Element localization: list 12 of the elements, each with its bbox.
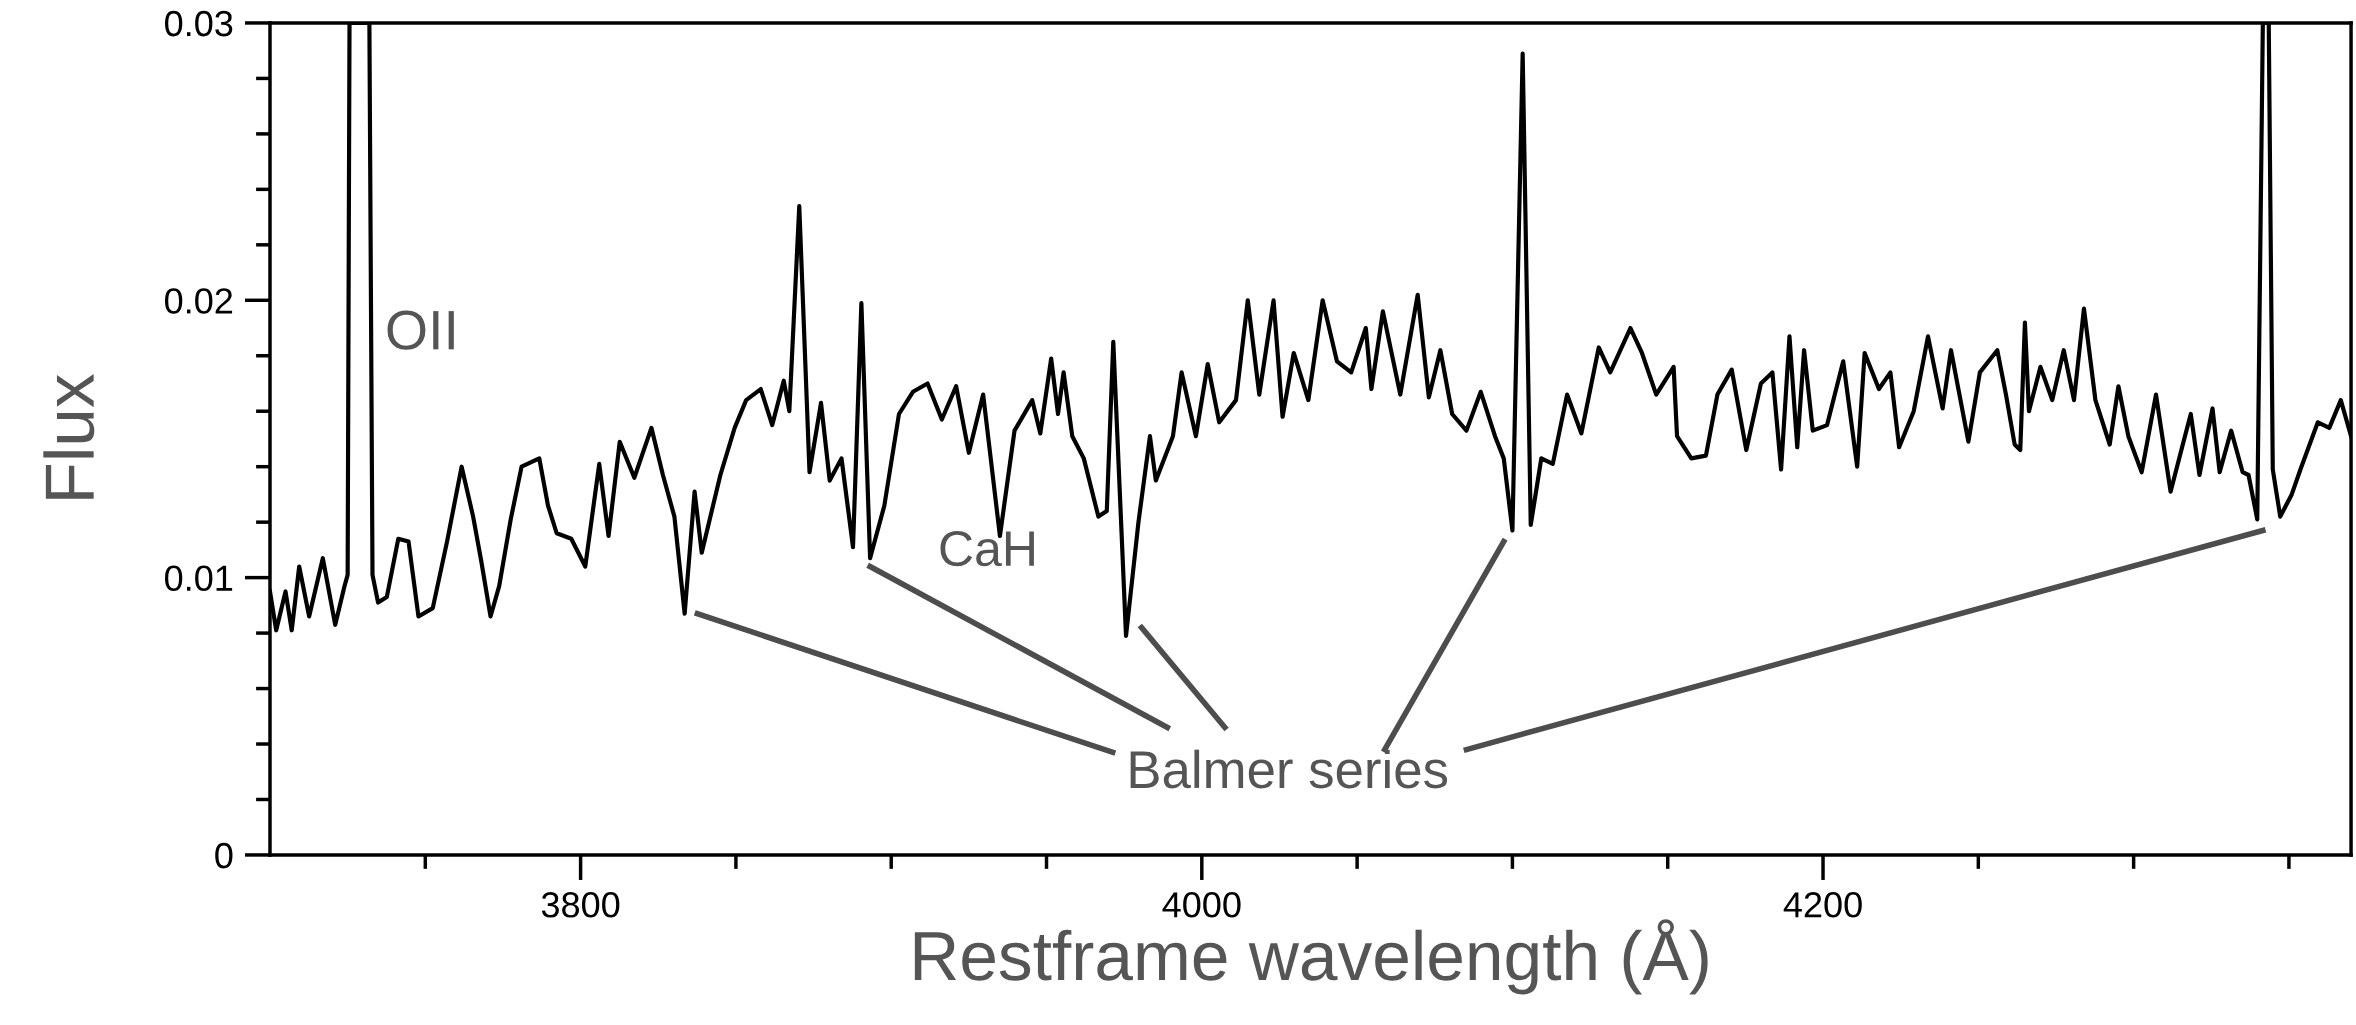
x-axis-title: Restframe wavelength (Å) bbox=[914, 919, 1708, 995]
x-tick-label: 4000 bbox=[1162, 892, 1241, 918]
annotation: CaH bbox=[940, 530, 1034, 567]
x-tick-label: 3800 bbox=[541, 892, 620, 918]
y-axis-title: Flux bbox=[43, 374, 95, 499]
x-tick-label: 4200 bbox=[1783, 892, 1862, 918]
annotation: OII bbox=[387, 310, 454, 350]
y-tick-label: 0 bbox=[215, 842, 233, 869]
y-tick-label: 0.01 bbox=[165, 565, 233, 592]
y-tick-label: 0.03 bbox=[165, 10, 233, 37]
y-tick-label: 0.02 bbox=[165, 288, 233, 314]
annotation: Balmer series bbox=[1130, 749, 1448, 789]
